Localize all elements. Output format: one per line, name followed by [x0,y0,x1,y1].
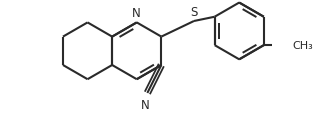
Text: CH₃: CH₃ [292,41,313,51]
Text: N: N [132,7,141,20]
Text: S: S [190,6,198,18]
Text: N: N [141,98,149,111]
